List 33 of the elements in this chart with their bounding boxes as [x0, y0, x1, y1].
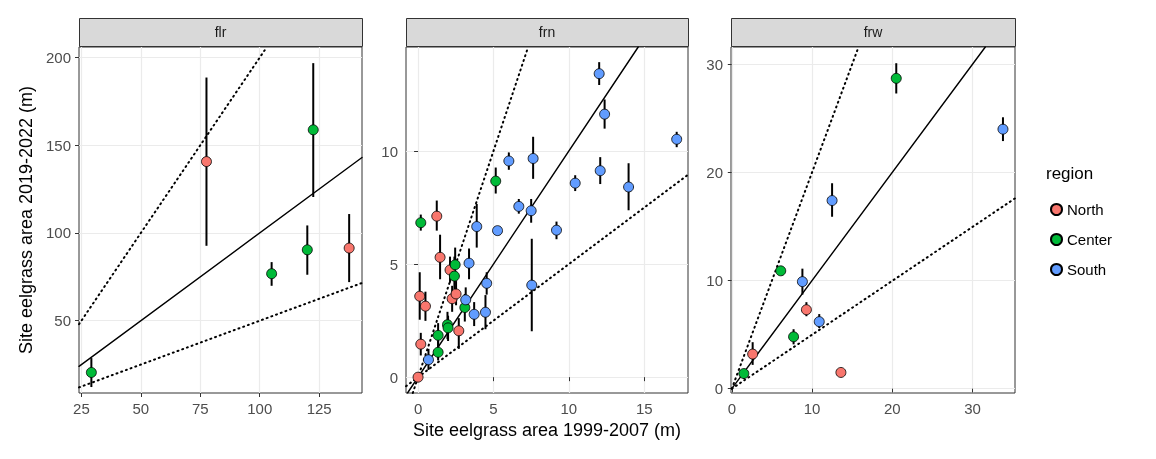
x-tick-label: 5: [489, 400, 498, 417]
x-tick-label: 100: [247, 400, 273, 417]
x-tick-label: 10: [803, 400, 821, 417]
chart-title: frn: [538, 24, 556, 40]
y-axis-title: Site eelgrass area 2019-2022 (m): [16, 85, 37, 355]
x-tick-label: 15: [635, 400, 653, 417]
x-tick-label: 0: [727, 400, 736, 417]
x-tick-label: 0: [413, 400, 423, 417]
x-axis-title: Site eelgrass area 1999-2007 (m): [412, 420, 682, 440]
legend-label: North: [1067, 201, 1104, 218]
y-tick-label: 30: [706, 55, 723, 73]
legend-title: region: [1046, 164, 1094, 183]
chart-title: flr: [214, 24, 227, 40]
y-tick-label: 0: [389, 368, 398, 386]
x-tick-label: 50: [132, 400, 150, 417]
x-tick-label: 20: [883, 400, 901, 417]
y-tick-label: 10: [381, 142, 398, 160]
x-tick-label: 75: [191, 400, 209, 417]
y-tick-label: 5: [389, 255, 398, 273]
y-tick-label: 0: [714, 380, 723, 398]
legend-label: Center: [1067, 231, 1113, 248]
x-tick-label: 125: [306, 400, 332, 417]
legend-label: South: [1067, 261, 1107, 278]
y-tick-label: 150: [45, 136, 71, 154]
y-tick-label: 10: [706, 272, 723, 290]
x-tick-label: 30: [964, 400, 981, 417]
y-tick-label: 20: [706, 163, 723, 181]
y-tick-label: 200: [45, 49, 71, 67]
y-tick-label: 100: [45, 224, 71, 242]
chart-title: frw: [863, 24, 884, 40]
x-tick-label: 25: [73, 400, 90, 417]
y-tick-label: 50: [54, 312, 71, 330]
x-tick-label: 10: [560, 400, 578, 417]
